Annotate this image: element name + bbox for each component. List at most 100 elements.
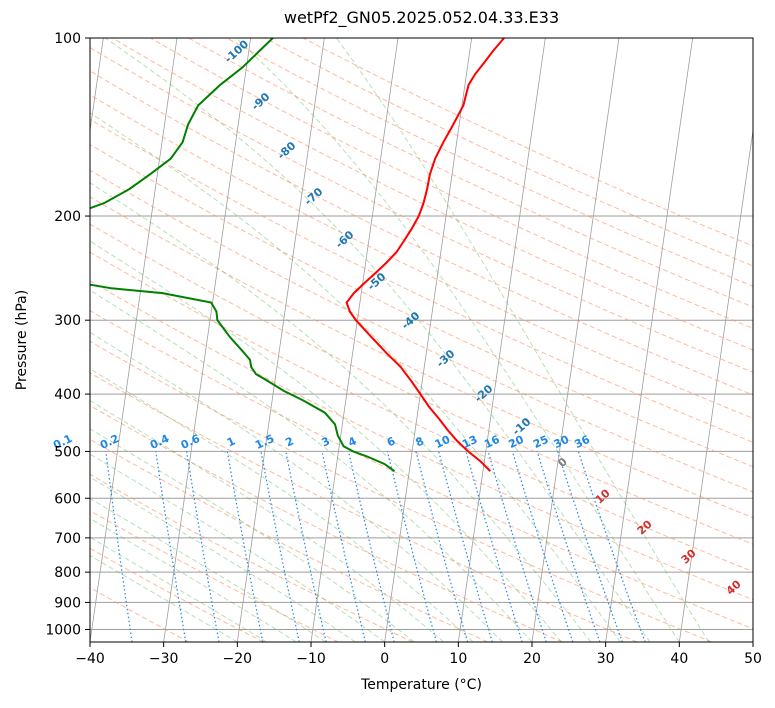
series-group [90, 38, 505, 473]
isotherm-gridline [163, 38, 252, 642]
dry-adiabat-label: -20 [472, 382, 496, 405]
mixing-ratio-line [536, 451, 601, 642]
moist-adiabat-label: 10 [593, 486, 613, 506]
mixing-ratio-label: 0.6 [179, 432, 202, 452]
moist-adiabat-label: 0 [555, 455, 570, 470]
mixing-ratio-label: 6 [385, 434, 398, 449]
mixing-ratio-line [487, 451, 547, 642]
mixing-ratio-label: 10 [433, 433, 453, 451]
dry-adiabat-line [90, 47, 753, 373]
x-tick-label: 0 [380, 651, 389, 667]
moist-adiabat-line [336, 38, 710, 642]
y-tick-label: 700 [54, 531, 81, 547]
moist-adiabat-line [235, 38, 680, 642]
x-tick-label: 40 [670, 651, 688, 667]
dry-adiabat-line [90, 251, 753, 573]
mixing-ratio-label: 25 [531, 433, 550, 451]
mixing-ratio-line [577, 451, 646, 642]
dry-adiabat-line [90, 143, 753, 468]
dry-adiabat-line [90, 372, 638, 642]
mixing-ratio-line [438, 451, 493, 642]
y-tick-label: 1000 [45, 622, 81, 638]
dry-adiabat-line [264, 38, 753, 267]
x-tick-label: 10 [449, 651, 467, 667]
dry-adiabat-label: -40 [399, 309, 423, 332]
mixing-ratio-line [557, 451, 623, 642]
temperature-profile-line [345, 38, 505, 472]
dry-adiabat-line [90, 118, 753, 443]
moist-adiabat-line [90, 368, 474, 642]
dry-adiabat-line [150, 38, 753, 329]
x-tick-label: −20 [223, 651, 253, 667]
moist-adiabat-line [90, 517, 297, 642]
dry-adiabat-line [90, 310, 753, 630]
dry-adiabat-label: -10 [510, 415, 534, 438]
isotherm-gridline [0, 38, 30, 642]
y-tick-label: 300 [54, 313, 81, 329]
moist-adiabat-line [90, 182, 592, 642]
moist-adiabat-line [90, 476, 356, 642]
y-tick-label: 100 [54, 31, 81, 47]
isotherm-gridline [752, 639, 753, 642]
y-tick-label: 800 [54, 565, 81, 581]
x-tick-label: 50 [744, 651, 762, 667]
mixing-ratio-label: 30 [552, 433, 572, 451]
mixing-ratio-line [285, 451, 327, 642]
dry-adiabat-line [90, 70, 753, 396]
dry-adiabat-line [302, 38, 753, 247]
mixing-ratio-line [186, 451, 220, 642]
isotherm-gridline [90, 38, 178, 642]
dry-adiabat-line [90, 340, 712, 642]
plot-frame [89, 37, 754, 643]
mixing-ratio-label: 4 [346, 434, 359, 449]
mixing-ratio-line [155, 451, 187, 642]
dry-adiabat-line [90, 547, 264, 642]
y-tick-label: 900 [54, 595, 81, 611]
mixing-ratio-line [105, 451, 133, 642]
moist-adiabat-line [90, 240, 562, 642]
dry-adiabat-line [90, 94, 753, 419]
chart-title: wetPf2_GN05.2025.052.04.33.E33 [283, 8, 560, 27]
dry-adiabat-label: -90 [249, 90, 273, 113]
x-tick-label: −10 [296, 651, 326, 667]
dry-adiabat-line [90, 196, 753, 519]
dry-adiabat-label: -50 [365, 270, 389, 293]
moist-adiabat-line [90, 399, 444, 642]
x-axis-label: Temperature (°C) [361, 677, 482, 693]
isotherm-gridline [384, 38, 473, 642]
mixing-ratio-label: 3 [320, 434, 332, 449]
dry-adiabat-line [226, 38, 753, 287]
moist-adiabat-line [90, 497, 326, 642]
mixing-ratio-label: 8 [414, 434, 426, 449]
mixing-ratio-line [386, 451, 437, 642]
moist-adiabat-line [90, 428, 415, 642]
y-tick-label: 400 [54, 387, 81, 403]
moist-adiabat-label: 30 [679, 546, 699, 566]
mixing-ratio-line [321, 451, 366, 642]
dry-adiabat-line [90, 223, 753, 545]
y-tick-label: 500 [54, 444, 81, 460]
moist-adiabat-label: 20 [635, 517, 655, 537]
x-tick-label: −30 [149, 651, 179, 667]
dry-adiabat-line [90, 280, 753, 601]
x-tick-label: −40 [75, 651, 105, 667]
isotherm-gridline [310, 38, 399, 642]
moist-adiabat-line [90, 453, 385, 642]
dry-adiabat-line [90, 438, 488, 642]
moist-adiabat-line [90, 331, 503, 642]
mixing-ratio-label: 2 [283, 434, 295, 449]
y-tick-label: 600 [54, 491, 81, 507]
dry-adiabat-line [90, 587, 190, 642]
mixing-ratio-label: 16 [482, 433, 502, 451]
mixing-ratio-line [465, 451, 523, 642]
background-lines [0, 38, 753, 642]
mixing-ratio-line [415, 451, 469, 642]
moist-adiabat-line [90, 112, 621, 642]
y-tick-label: 200 [54, 209, 81, 225]
mixing-ratio-label: 36 [573, 433, 593, 451]
x-tick-label: 30 [597, 651, 615, 667]
moist-adiabat-line [90, 536, 268, 642]
moist-adiabat-line [90, 289, 533, 642]
